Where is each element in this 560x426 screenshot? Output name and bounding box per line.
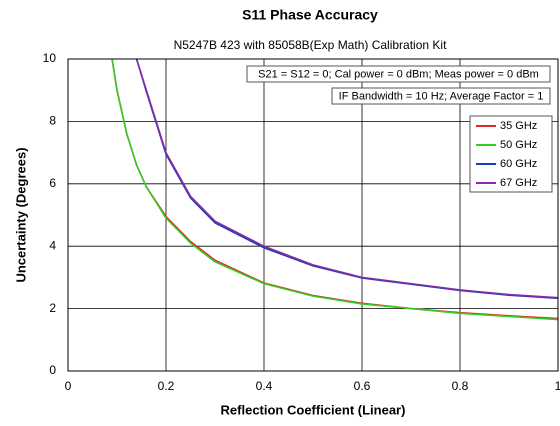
series-line bbox=[111, 59, 558, 321]
overlay: S21 = S12 = 0; Cal power = 0 dBm; Meas p… bbox=[246, 65, 553, 193]
grid bbox=[67, 58, 559, 372]
legend-label: 50 GHz bbox=[500, 139, 537, 151]
legend-label: 67 GHz bbox=[500, 177, 537, 189]
plot-lines bbox=[111, 59, 558, 321]
annotation: IF Bandwidth = 10 Hz; Average Factor = 1 bbox=[339, 90, 544, 102]
x-tick-label: 1 bbox=[555, 379, 560, 393]
y-tick-label: 2 bbox=[49, 301, 56, 315]
chart-subtitle: N5247B 423 with 85058B(Exp Math) Calibra… bbox=[174, 38, 447, 52]
x-axis-label: Reflection Coefficient (Linear) bbox=[221, 402, 406, 417]
y-tick-label: 8 bbox=[49, 114, 56, 128]
plot-border bbox=[67, 58, 559, 372]
y-tick-label: 6 bbox=[49, 176, 56, 190]
chart-title: S11 Phase Accuracy bbox=[242, 7, 378, 23]
x-tick-label: 0.8 bbox=[452, 379, 469, 393]
x-tick-label: 0.2 bbox=[158, 379, 175, 393]
legend-label: 35 GHz bbox=[500, 120, 537, 132]
y-tick-label: 0 bbox=[49, 363, 56, 377]
annotation-box bbox=[246, 65, 551, 83]
legend-label: 60 GHz bbox=[500, 158, 537, 170]
x-tick-label: 0.4 bbox=[256, 379, 273, 393]
x-tick-label: 0 bbox=[65, 379, 72, 393]
y-tick-label: 4 bbox=[49, 238, 56, 252]
annotation-box bbox=[331, 87, 551, 105]
y-tick-label: 10 bbox=[43, 51, 57, 65]
series-line bbox=[135, 59, 558, 299]
x-tick-label: 0.6 bbox=[354, 379, 371, 393]
annotation: S21 = S12 = 0; Cal power = 0 dBm; Meas p… bbox=[258, 68, 539, 80]
y-axis-label: Uncertainty (Degrees) bbox=[13, 147, 28, 282]
legend-box bbox=[469, 115, 553, 193]
